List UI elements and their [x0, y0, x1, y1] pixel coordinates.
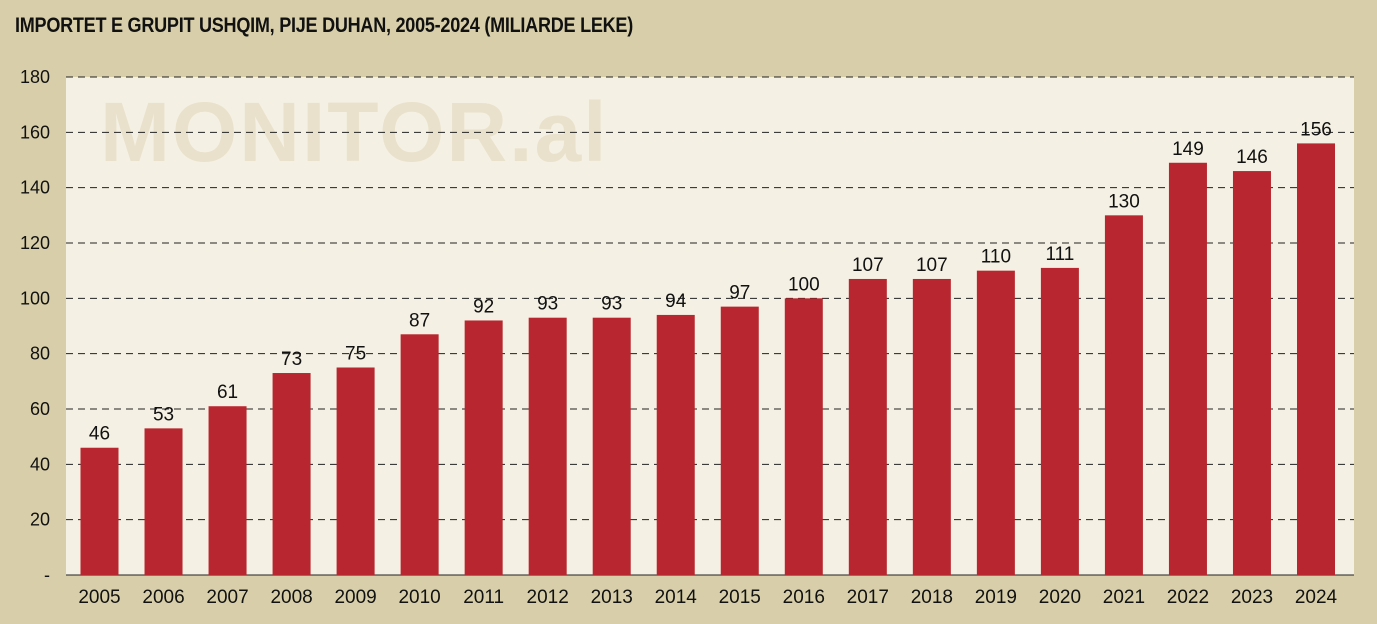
x-tick-label: 2014 [655, 587, 698, 608]
x-tick-label: 2012 [527, 587, 569, 608]
y-tick-label: 160 [20, 122, 50, 142]
y-tick-label: 180 [20, 67, 50, 87]
data-label: 75 [345, 344, 366, 365]
data-label: 110 [981, 247, 1011, 268]
x-tick-label: 2017 [847, 587, 889, 608]
data-label: 53 [153, 404, 174, 425]
bar [1104, 215, 1143, 576]
y-tick-label: 80 [30, 344, 50, 364]
bar [208, 406, 247, 575]
data-label: 93 [601, 294, 622, 315]
data-label: 94 [665, 291, 687, 312]
x-tick-label: 2011 [463, 587, 504, 608]
y-tick-label: 60 [30, 399, 50, 419]
bar [464, 320, 503, 575]
data-label: 100 [788, 274, 820, 295]
y-tick-label: 100 [20, 288, 50, 308]
x-tick-label: 2022 [1167, 587, 1209, 608]
data-label: 107 [916, 255, 948, 276]
data-label: 46 [89, 424, 110, 445]
data-label: 92 [473, 296, 494, 317]
y-tick-label: 20 [30, 510, 50, 530]
x-tick-label: 2018 [911, 587, 953, 608]
x-tick-label: 2009 [334, 587, 376, 608]
x-tick-label: 2010 [398, 587, 440, 608]
bar [336, 367, 375, 575]
data-label: 146 [1236, 147, 1268, 168]
bar [976, 270, 1015, 575]
x-tick-label: 2007 [206, 587, 248, 608]
chart-title: IMPORTET E GRUPIT USHQIM, PIJE DUHAN, 20… [15, 14, 633, 37]
bar [720, 306, 759, 575]
y-tick-label: 40 [30, 454, 50, 474]
bar [784, 298, 823, 575]
data-label: 73 [281, 349, 302, 370]
x-tick-label: 2015 [719, 587, 761, 608]
bar [272, 373, 311, 575]
x-tick-label: 2013 [591, 587, 633, 608]
bar [144, 428, 183, 575]
bar [912, 278, 951, 575]
x-tick-label: 2024 [1295, 587, 1338, 608]
x-tick-label: 2021 [1103, 587, 1145, 608]
data-label: 111 [1045, 244, 1074, 265]
x-tick-label: 2005 [78, 587, 120, 608]
y-tick-label: - [44, 565, 50, 585]
bar [400, 334, 439, 575]
data-label: 130 [1108, 191, 1140, 212]
data-label: 97 [729, 283, 750, 304]
x-tick-label: 2020 [1039, 587, 1081, 608]
bar [848, 278, 887, 575]
data-label: 149 [1172, 139, 1204, 160]
bar [1232, 171, 1271, 576]
y-tick-label: 140 [20, 178, 50, 198]
bar [656, 314, 695, 575]
x-tick-label: 2006 [142, 587, 184, 608]
x-tick-label: 2008 [270, 587, 312, 608]
bar [1168, 162, 1207, 575]
data-label: 107 [852, 255, 884, 276]
x-tick-label: 2016 [783, 587, 825, 608]
data-label: 93 [537, 294, 558, 315]
data-label: 61 [217, 382, 238, 403]
bar [592, 317, 631, 575]
data-label: 156 [1300, 119, 1332, 140]
x-tick-label: 2019 [975, 587, 1017, 608]
bar [528, 317, 567, 575]
bar [1297, 143, 1335, 575]
bar [80, 447, 119, 575]
x-tick-label: 2023 [1231, 587, 1273, 608]
data-label: 87 [409, 310, 430, 331]
bar [1040, 267, 1079, 575]
y-tick-label: 120 [20, 233, 50, 253]
